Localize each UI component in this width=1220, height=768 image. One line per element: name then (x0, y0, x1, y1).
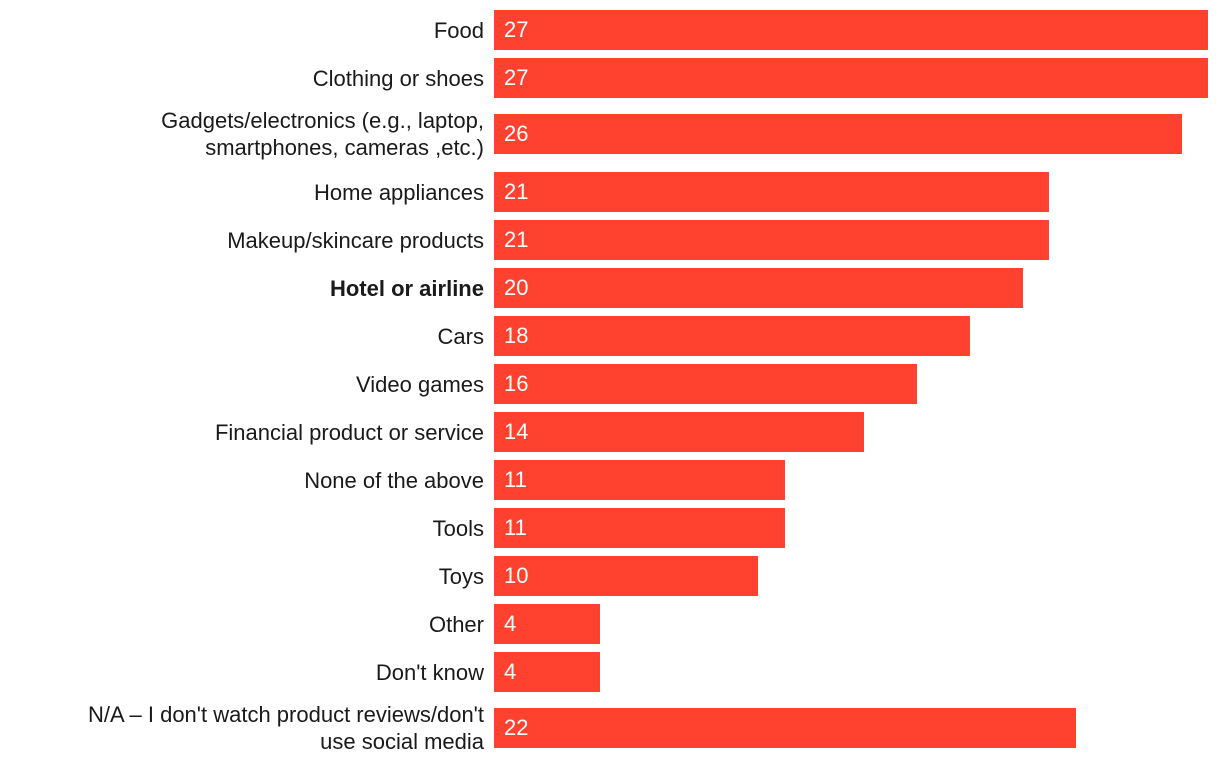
bar: 26 (494, 114, 1182, 154)
bar: 11 (494, 460, 785, 500)
category-label: Hotel or airline (329, 275, 484, 301)
category-label: Tools (432, 515, 484, 541)
bar: 20 (494, 268, 1023, 308)
bar: 4 (494, 652, 600, 692)
category-label: Clothing or shoes (312, 65, 484, 91)
bar: 27 (494, 58, 1208, 98)
bar-value-label: 21 (504, 179, 529, 204)
bar: 16 (494, 364, 917, 404)
bar-value-label: 26 (504, 121, 529, 146)
category-label: Video games (355, 371, 484, 397)
category-label: N/A – I don't watch product reviews/don'… (87, 702, 484, 754)
bar-value-label: 20 (504, 275, 529, 300)
category-label: Gadgets/electronics (e.g., laptop, smart… (161, 108, 484, 160)
category-label: Cars (437, 323, 484, 349)
bar: 18 (494, 316, 970, 356)
bar-value-label: 11 (504, 515, 527, 540)
bar: 21 (494, 220, 1049, 260)
category-label: Food (433, 17, 484, 43)
bar: 27 (494, 10, 1208, 50)
bar: 14 (494, 412, 864, 452)
bar: 22 (494, 708, 1076, 748)
category-label: Makeup/skincare products (227, 227, 484, 253)
category-label: None of the above (304, 467, 484, 493)
bar: 11 (494, 508, 785, 548)
bar-value-label: 11 (504, 467, 527, 492)
bar-value-label: 27 (504, 17, 529, 42)
bar-value-label: 10 (504, 563, 529, 588)
bar-value-label: 18 (504, 323, 529, 348)
bar-value-label: 27 (504, 65, 529, 90)
bar: 4 (494, 604, 600, 644)
bar: 21 (494, 172, 1049, 212)
category-label: Other (428, 611, 484, 637)
bar-value-label: 22 (504, 715, 529, 740)
category-label: Don't know (375, 659, 484, 685)
bar-value-label: 14 (504, 419, 529, 444)
category-label: Financial product or service (214, 419, 484, 445)
bar-value-label: 4 (504, 611, 517, 636)
bar-value-label: 21 (504, 227, 529, 252)
bar: 10 (494, 556, 758, 596)
bar-value-label: 16 (504, 371, 529, 396)
category-label: Home appliances (314, 179, 484, 205)
bar-value-label: 4 (504, 659, 517, 684)
category-label: Toys (438, 563, 484, 589)
